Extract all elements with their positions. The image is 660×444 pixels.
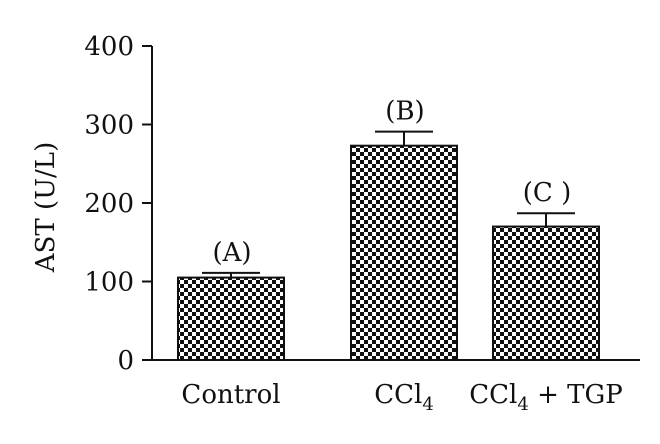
y-tick-label-1: 100 [84,268,134,298]
error-bar-0 [202,271,260,278]
y-tick-label-3: 300 [84,111,134,141]
x-tick-label-subscript-1: 4 [422,394,433,415]
y-tick-label-2: 200 [84,189,134,219]
x-tick-label-0: Control [181,380,280,410]
annotation-2: (C ) [523,178,571,208]
x-tick-label-text-2: CCl [469,380,517,410]
error-bar-1 [375,130,433,146]
error-bar-2 [517,212,575,227]
x-tick-label-suffix-2: + TGP [529,380,623,410]
y-tick-label-4: 400 [84,32,134,62]
annotation-0: (A) [212,238,251,268]
axes-layer [142,45,640,361]
bar-0 [177,276,285,362]
y-axis-label: AST (U/L) [31,142,61,273]
error-bars-layer [202,130,575,278]
bar-2 [492,225,600,361]
bar-1 [350,144,458,361]
x-tick-label-1: CCl4 [374,380,434,415]
x-tick-label-2: CCl4 + TGP [469,380,622,415]
x-tick-label-text-1: CCl [374,380,422,410]
y-tick-label-0: 0 [117,346,134,376]
annotation-1: (B) [385,97,424,127]
x-tick-label-text-0: Control [181,380,280,410]
x-tick-label-subscript-2: 4 [517,394,528,415]
